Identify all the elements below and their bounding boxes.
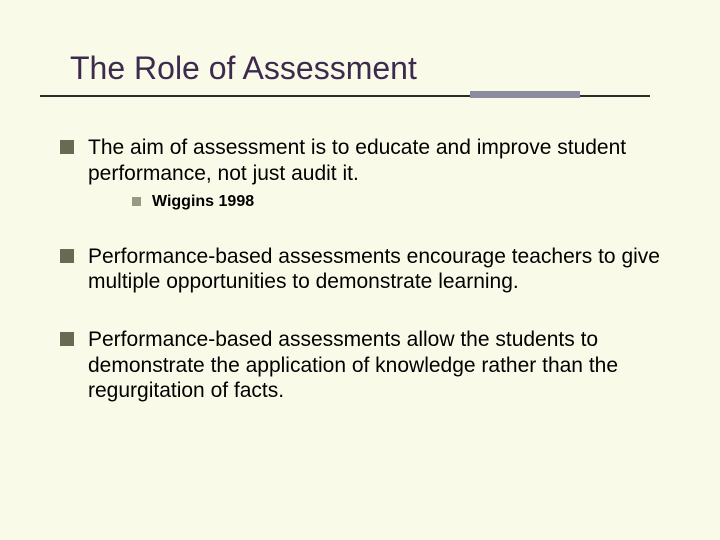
bullet-item: Performance-based assessments allow the … xyxy=(60,327,680,404)
sub-item: Wiggins 1998 xyxy=(88,192,680,212)
bullet-text: Performance-based assessments allow the … xyxy=(88,328,618,402)
bullet-item: The aim of assessment is to educate and … xyxy=(60,135,680,212)
bullet-text: The aim of assessment is to educate and … xyxy=(88,136,626,185)
title-rule xyxy=(40,95,650,97)
bullet-item: Performance-based assessments encourage … xyxy=(60,244,680,295)
slide: The Role of Assessment The aim of assess… xyxy=(0,0,720,540)
bullet-text: Performance-based assessments encourage … xyxy=(88,245,660,294)
sub-text: Wiggins 1998 xyxy=(152,193,254,210)
title-rule-accent xyxy=(470,91,580,98)
bullet-list: The aim of assessment is to educate and … xyxy=(60,135,680,404)
slide-title: The Role of Assessment xyxy=(70,50,680,87)
sub-list: Wiggins 1998 xyxy=(88,192,680,212)
